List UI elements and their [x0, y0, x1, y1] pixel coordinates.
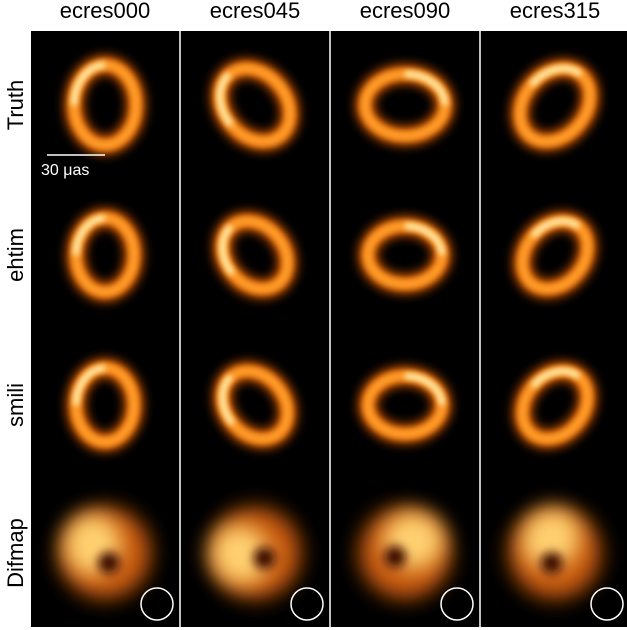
ring-bright — [530, 368, 581, 389]
panel-image — [66, 208, 144, 302]
beam — [440, 587, 474, 621]
ring-bright — [219, 374, 236, 426]
blob-hole — [384, 546, 406, 568]
column-title: ecres000 — [60, 0, 151, 23]
beam — [590, 587, 624, 621]
panels — [59, 55, 624, 621]
panel-image — [509, 507, 601, 599]
column-title: ecres315 — [510, 0, 601, 23]
panel-image — [512, 361, 598, 449]
row-label: Truth — [3, 80, 28, 131]
panel-image — [355, 64, 455, 146]
row-label: smili — [3, 383, 28, 427]
beam — [290, 587, 324, 621]
ring-bright — [73, 215, 106, 256]
ring-bright — [217, 72, 234, 127]
blob-hole — [253, 547, 276, 570]
blob-bright — [522, 509, 580, 569]
beam — [140, 587, 174, 621]
panel-image — [359, 507, 451, 599]
blob-bright — [211, 525, 270, 584]
row-label: ehtim — [3, 228, 28, 282]
panel-image — [509, 58, 601, 152]
panel-image — [358, 216, 452, 294]
column-title: ecres090 — [360, 0, 451, 23]
column-title: ecres045 — [210, 0, 301, 23]
ring-bright — [404, 223, 445, 256]
panel-image — [64, 55, 146, 155]
ring-bright — [404, 71, 448, 106]
panel-image — [212, 211, 298, 299]
ring-bright — [530, 218, 581, 239]
panel-image — [212, 361, 298, 449]
scale-label: 30 μas — [41, 162, 89, 179]
ring-bright — [528, 65, 583, 88]
blob-hole — [540, 552, 563, 575]
panel-image — [59, 507, 151, 599]
ring-bright — [404, 373, 445, 406]
row-label: Difmap — [3, 518, 28, 588]
panel-image — [209, 507, 301, 599]
ring — [516, 215, 594, 295]
panel-image — [358, 366, 452, 444]
ring-bright — [219, 224, 236, 276]
ring-bright — [73, 365, 106, 406]
ring — [216, 365, 294, 445]
blob-hole — [98, 552, 120, 574]
ring-bright — [71, 62, 106, 106]
panel-image — [512, 211, 598, 299]
panel-image — [66, 358, 144, 452]
